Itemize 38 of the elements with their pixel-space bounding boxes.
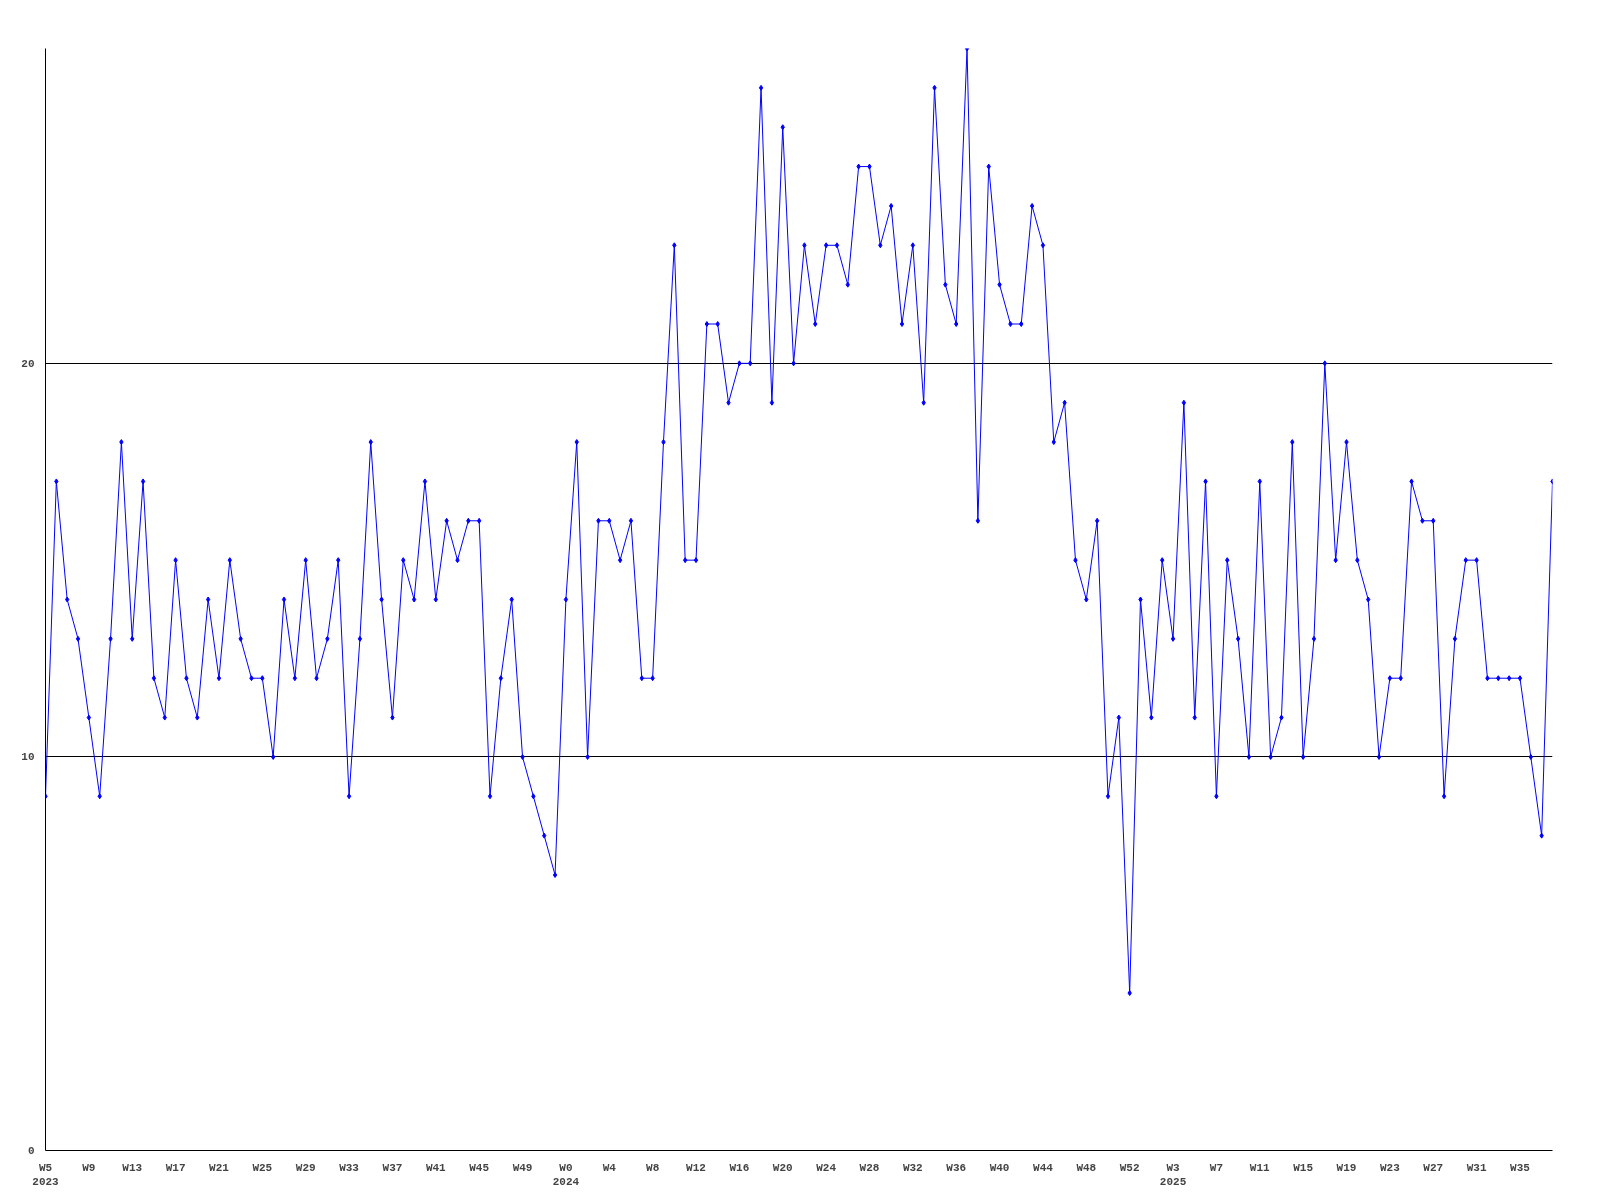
x-tick-label: W0 2024	[552, 1161, 580, 1188]
x-tick-label: W48	[1076, 1161, 1097, 1174]
x-tick-label: W24	[816, 1161, 837, 1174]
y-tick-label: 20	[21, 357, 35, 370]
x-tick-label: W19	[1336, 1161, 1357, 1174]
x-tick-label: W40	[989, 1161, 1010, 1174]
x-tick-label: W5 2023	[32, 1161, 60, 1188]
x-tick-label: W13	[122, 1161, 143, 1174]
x-tick-label: W36	[946, 1161, 967, 1174]
x-tick-label: W20	[772, 1161, 793, 1174]
y-tick-label: 0	[27, 1145, 35, 1157]
x-tick-label: W27	[1423, 1161, 1444, 1174]
x-tick-label: W11	[1249, 1161, 1271, 1174]
x-tick-label: W12	[686, 1161, 706, 1174]
x-tick-label: W49	[512, 1161, 533, 1174]
x-tick-label: W25	[252, 1161, 273, 1174]
x-tick-label: W28	[859, 1161, 880, 1174]
x-tick-label: W32	[902, 1161, 923, 1174]
x-tick-label: W7	[1209, 1161, 1224, 1174]
x-tick-label: W9	[82, 1161, 96, 1174]
x-tick-label: W45	[469, 1161, 490, 1174]
x-tick-label: W4	[602, 1161, 617, 1174]
x-tick-label: W15	[1293, 1161, 1314, 1174]
x-tick-label: W35	[1510, 1161, 1531, 1174]
x-tick-label: W44	[1033, 1161, 1054, 1174]
x-tick-label: W37	[382, 1161, 403, 1174]
x-tick-label: W41	[425, 1161, 447, 1174]
x-tick-label: W8	[646, 1161, 660, 1174]
x-tick-label: W3 2025	[1159, 1161, 1187, 1188]
x-tick-label: W23	[1379, 1161, 1401, 1174]
x-tick-label: W33	[339, 1161, 360, 1174]
x-tick-label: W16	[729, 1161, 750, 1174]
x-tick-label: W17	[165, 1161, 186, 1174]
y-tick-label: 10	[21, 751, 35, 764]
x-tick-label: W31	[1466, 1161, 1487, 1174]
x-tick-label: W52	[1119, 1161, 1140, 1174]
x-tick-label: W21	[209, 1161, 230, 1174]
x-tick-label: W29	[295, 1161, 316, 1174]
